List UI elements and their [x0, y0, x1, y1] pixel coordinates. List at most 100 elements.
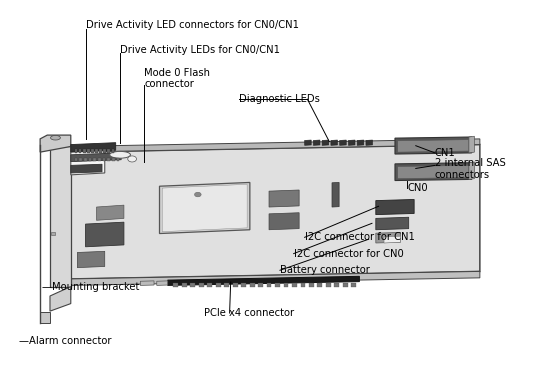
Text: Battery connector: Battery connector: [280, 265, 370, 275]
Ellipse shape: [51, 136, 60, 140]
Polygon shape: [469, 136, 474, 153]
Bar: [300, 283, 305, 287]
Bar: [111, 149, 114, 153]
Text: Drive Activity LED connectors for CN0/CN1: Drive Activity LED connectors for CN0/CN…: [86, 20, 299, 30]
Polygon shape: [349, 140, 355, 145]
Bar: [79, 158, 82, 161]
Text: Diagnostic LEDs: Diagnostic LEDs: [239, 94, 320, 104]
Text: —Mounting bracket: —Mounting bracket: [42, 282, 139, 292]
Polygon shape: [40, 135, 71, 152]
Bar: [108, 149, 110, 153]
Polygon shape: [269, 190, 299, 207]
Polygon shape: [71, 153, 121, 162]
Bar: [334, 283, 339, 287]
Polygon shape: [157, 281, 167, 285]
Bar: [75, 158, 77, 161]
Bar: [173, 283, 178, 287]
Polygon shape: [269, 213, 299, 230]
Polygon shape: [397, 139, 469, 152]
Bar: [190, 283, 195, 287]
Polygon shape: [50, 146, 71, 287]
Polygon shape: [376, 200, 414, 215]
Polygon shape: [69, 271, 480, 285]
Polygon shape: [305, 140, 311, 145]
Bar: [233, 283, 238, 287]
Polygon shape: [50, 287, 71, 311]
Bar: [267, 283, 272, 287]
Polygon shape: [71, 164, 102, 173]
Polygon shape: [40, 312, 50, 323]
Bar: [103, 149, 106, 153]
Polygon shape: [167, 276, 360, 285]
Bar: [292, 283, 297, 287]
Bar: [317, 283, 322, 287]
Polygon shape: [397, 165, 469, 179]
Bar: [207, 283, 212, 287]
Bar: [79, 149, 81, 153]
Bar: [241, 283, 246, 287]
Polygon shape: [313, 140, 320, 145]
Bar: [91, 149, 94, 153]
Bar: [216, 283, 221, 287]
Bar: [93, 158, 96, 161]
Text: —Alarm connector: —Alarm connector: [19, 336, 112, 347]
Text: PCIe x4 connector: PCIe x4 connector: [204, 308, 294, 318]
Bar: [182, 283, 187, 287]
Polygon shape: [97, 205, 124, 220]
Polygon shape: [332, 182, 339, 207]
Polygon shape: [160, 182, 250, 234]
Bar: [88, 158, 91, 161]
Bar: [107, 158, 110, 161]
Circle shape: [128, 156, 137, 162]
Bar: [343, 283, 348, 287]
Polygon shape: [163, 184, 247, 232]
Bar: [103, 158, 105, 161]
Polygon shape: [69, 139, 480, 152]
Text: Drive Activity LEDs for CN0/CN1: Drive Activity LEDs for CN0/CN1: [120, 45, 280, 55]
Text: I2C connector for CN0: I2C connector for CN0: [294, 249, 404, 259]
Bar: [351, 283, 356, 287]
Text: CN0: CN0: [407, 183, 428, 193]
Polygon shape: [71, 144, 105, 175]
Bar: [283, 283, 288, 287]
Text: I2C connector for CN1: I2C connector for CN1: [305, 232, 414, 242]
Polygon shape: [69, 144, 480, 279]
Polygon shape: [395, 163, 472, 180]
Bar: [250, 283, 255, 287]
Polygon shape: [395, 137, 472, 154]
Polygon shape: [366, 140, 373, 145]
Bar: [116, 158, 119, 161]
Bar: [84, 158, 87, 161]
Bar: [224, 283, 229, 287]
Circle shape: [194, 192, 201, 197]
Polygon shape: [384, 236, 400, 243]
Bar: [99, 149, 102, 153]
Polygon shape: [322, 140, 329, 145]
Bar: [51, 233, 55, 236]
Polygon shape: [71, 142, 116, 152]
Polygon shape: [331, 140, 338, 145]
Bar: [275, 283, 280, 287]
Text: 2 internal SAS
connectors: 2 internal SAS connectors: [435, 158, 506, 180]
Bar: [98, 158, 100, 161]
Bar: [199, 283, 204, 287]
Polygon shape: [340, 140, 346, 145]
Bar: [112, 158, 115, 161]
Polygon shape: [357, 140, 364, 145]
Text: CN1: CN1: [435, 148, 456, 158]
Bar: [75, 149, 77, 153]
Polygon shape: [469, 162, 474, 179]
Bar: [258, 283, 263, 287]
Text: Mode 0 Flash
connector: Mode 0 Flash connector: [144, 68, 210, 89]
Bar: [83, 149, 86, 153]
Bar: [95, 149, 98, 153]
Bar: [326, 283, 331, 287]
Polygon shape: [376, 217, 408, 230]
Bar: [87, 149, 89, 153]
Ellipse shape: [110, 151, 131, 158]
Bar: [309, 283, 314, 287]
Polygon shape: [86, 222, 124, 247]
Polygon shape: [77, 251, 105, 268]
Polygon shape: [141, 281, 154, 285]
Polygon shape: [376, 233, 400, 243]
